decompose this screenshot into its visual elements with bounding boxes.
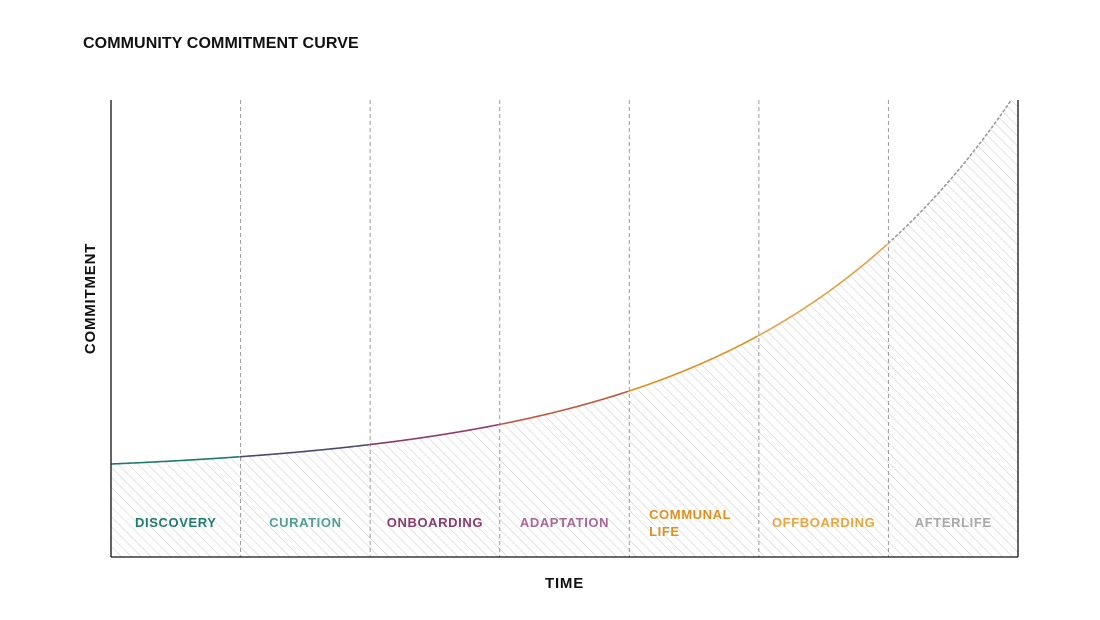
stage-label-text: ADAPTATION (520, 515, 609, 530)
stage-label-line: LIFE (649, 524, 680, 539)
stage-label-discovery: DISCOVERY (135, 515, 217, 530)
stage-label-communal-life: COMMUNAL LIFE (649, 507, 731, 539)
stage-label-text: OFFBOARDING (772, 515, 875, 530)
curve-segment-communal-life (628, 335, 759, 392)
curve-segment-adaptation (498, 390, 629, 426)
chart-title: COMMUNITY COMMITMENT CURVE (83, 35, 359, 52)
stage-label-curation: CURATION (269, 515, 341, 530)
y-axis-label: COMMITMENT (82, 243, 99, 354)
stage-label-onboarding: ONBOARDING (387, 515, 483, 530)
stage-label-adaptation: ADAPTATION (520, 515, 609, 530)
stage-label-text: DISCOVERY (135, 515, 217, 530)
x-axis-label: TIME (545, 575, 584, 592)
curve-segment-curation (239, 443, 370, 458)
curve-segment-discovery (111, 456, 240, 465)
stage-label-offboarding: OFFBOARDING (772, 515, 875, 530)
curve-segment-onboarding (369, 423, 499, 446)
stage-label-line: COMMUNAL (649, 507, 731, 522)
curve-segment-afterlife (887, 100, 1013, 244)
hatched-area (111, 100, 1018, 557)
stage-label-text: CURATION (269, 515, 341, 530)
stage-label-text: AFTERLIFE (915, 515, 992, 530)
stage-label-afterlife: AFTERLIFE (915, 515, 992, 530)
stage-label-text: ONBOARDING (387, 515, 483, 530)
curve-segment-offboarding (758, 243, 888, 337)
